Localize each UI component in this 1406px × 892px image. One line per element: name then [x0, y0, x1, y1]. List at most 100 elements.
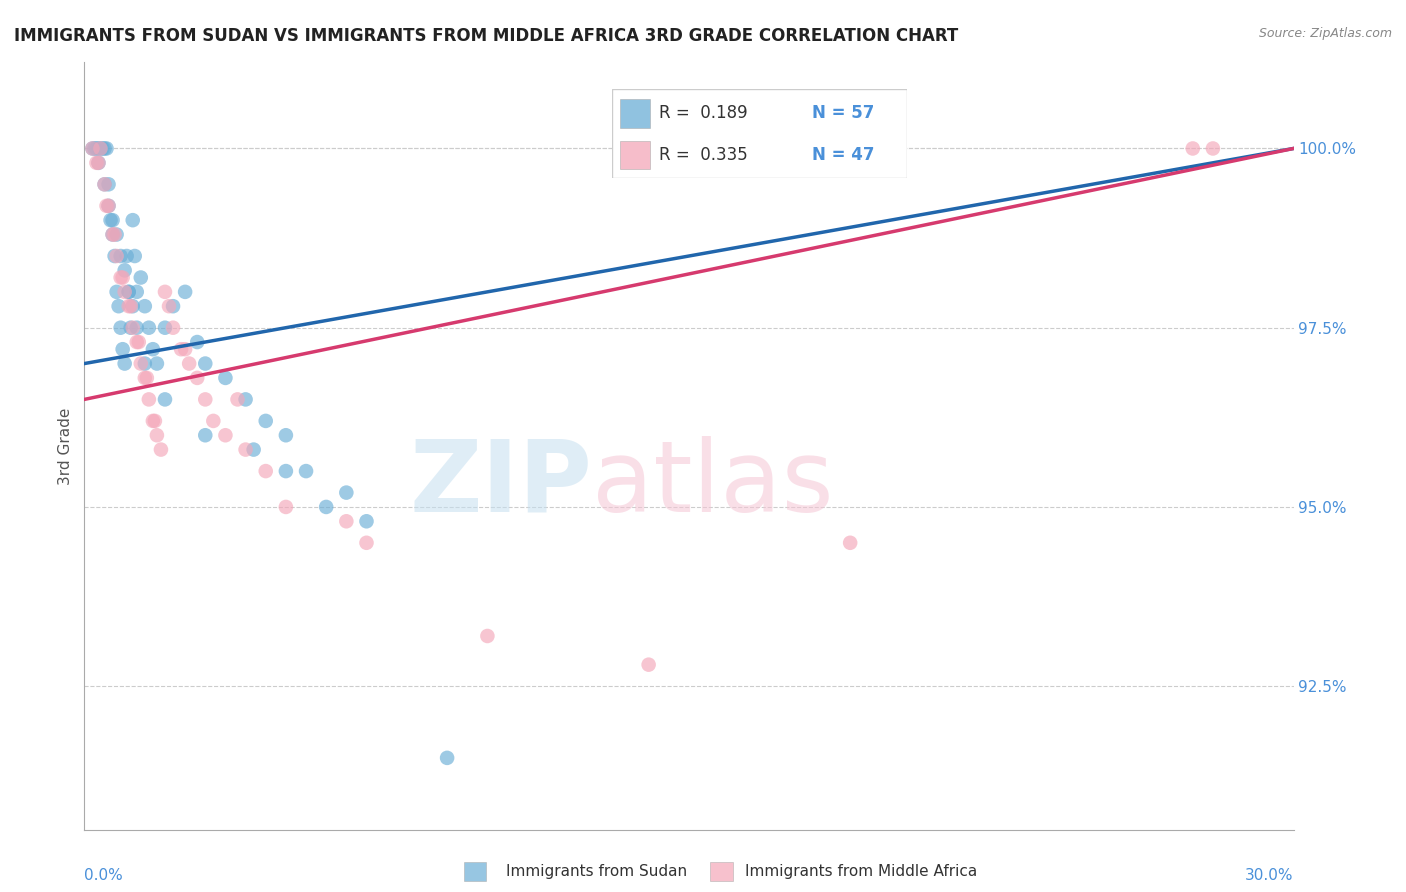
Point — [87, 141, 110, 155]
Point — [157, 299, 180, 313]
Text: R =  0.335: R = 0.335 — [659, 146, 748, 164]
Point — [110, 249, 132, 263]
Point — [477, 629, 499, 643]
Point — [96, 141, 118, 155]
Bar — [620, 141, 650, 169]
Point — [110, 270, 132, 285]
Y-axis label: 3rd Grade: 3rd Grade — [58, 408, 73, 484]
Point — [118, 285, 141, 299]
Point — [146, 428, 169, 442]
Point — [142, 414, 165, 428]
Point — [97, 199, 120, 213]
Point — [114, 263, 136, 277]
Point — [839, 536, 862, 550]
Point — [86, 156, 108, 170]
Point — [135, 371, 157, 385]
Point — [129, 357, 152, 371]
Point — [111, 270, 134, 285]
Point — [202, 414, 225, 428]
Point — [104, 249, 127, 263]
Point — [82, 141, 104, 155]
Point — [174, 342, 197, 356]
Text: 0.0%: 0.0% — [84, 869, 124, 883]
Point — [295, 464, 318, 478]
Point — [194, 357, 217, 371]
Point — [93, 141, 115, 155]
Point — [170, 342, 193, 356]
Point — [120, 320, 142, 334]
Point — [186, 371, 208, 385]
Text: IMMIGRANTS FROM SUDAN VS IMMIGRANTS FROM MIDDLE AFRICA 3RD GRADE CORRELATION CHA: IMMIGRANTS FROM SUDAN VS IMMIGRANTS FROM… — [14, 27, 959, 45]
Point — [107, 299, 129, 313]
Point — [105, 285, 128, 299]
Point — [143, 414, 166, 428]
Point — [146, 357, 169, 371]
Text: ZIP: ZIP — [409, 436, 592, 533]
Point — [134, 299, 156, 313]
Point — [174, 285, 197, 299]
Text: N = 57: N = 57 — [813, 104, 875, 122]
Point — [96, 199, 118, 213]
Point — [105, 227, 128, 242]
Point — [110, 320, 132, 334]
Point — [1202, 141, 1225, 155]
Point — [97, 199, 120, 213]
Point — [235, 392, 257, 407]
Point — [214, 428, 236, 442]
Point — [235, 442, 257, 457]
Point — [115, 249, 138, 263]
Point — [335, 485, 357, 500]
Point — [101, 227, 124, 242]
Point — [125, 320, 148, 334]
Text: R =  0.189: R = 0.189 — [659, 104, 748, 122]
Point — [114, 285, 136, 299]
Point — [214, 371, 236, 385]
Point — [242, 442, 264, 457]
Text: atlas: atlas — [592, 436, 834, 533]
Point — [89, 141, 111, 155]
Point — [186, 334, 208, 349]
Point — [274, 500, 297, 514]
Text: N = 47: N = 47 — [813, 146, 875, 164]
Point — [637, 657, 659, 672]
Point — [97, 178, 120, 192]
Text: Immigrants from Sudan: Immigrants from Sudan — [506, 863, 688, 879]
Point — [226, 392, 249, 407]
Point — [274, 428, 297, 442]
Point — [436, 751, 458, 765]
Point — [125, 334, 148, 349]
Point — [82, 141, 104, 155]
Point — [111, 342, 134, 356]
Point — [104, 227, 127, 242]
Point — [162, 320, 184, 334]
Point — [118, 285, 141, 299]
Point — [274, 464, 297, 478]
Point — [125, 285, 148, 299]
Point — [86, 141, 108, 155]
Point — [335, 514, 357, 528]
Point — [93, 178, 115, 192]
Point — [121, 213, 143, 227]
Point — [142, 342, 165, 356]
Point — [153, 320, 176, 334]
Point — [356, 536, 378, 550]
Point — [124, 249, 146, 263]
Point — [138, 320, 160, 334]
Point — [93, 178, 115, 192]
Point — [153, 392, 176, 407]
Point — [121, 320, 143, 334]
Point — [129, 270, 152, 285]
Point — [254, 414, 277, 428]
Point — [89, 141, 111, 155]
Point — [194, 392, 217, 407]
Point — [1181, 141, 1204, 155]
Point — [101, 227, 124, 242]
Point — [83, 141, 105, 155]
Point — [87, 156, 110, 170]
Point — [91, 141, 114, 155]
Bar — [620, 99, 650, 128]
Text: Immigrants from Middle Africa: Immigrants from Middle Africa — [745, 863, 977, 879]
Point — [356, 514, 378, 528]
Text: Source: ZipAtlas.com: Source: ZipAtlas.com — [1258, 27, 1392, 40]
Point — [138, 392, 160, 407]
